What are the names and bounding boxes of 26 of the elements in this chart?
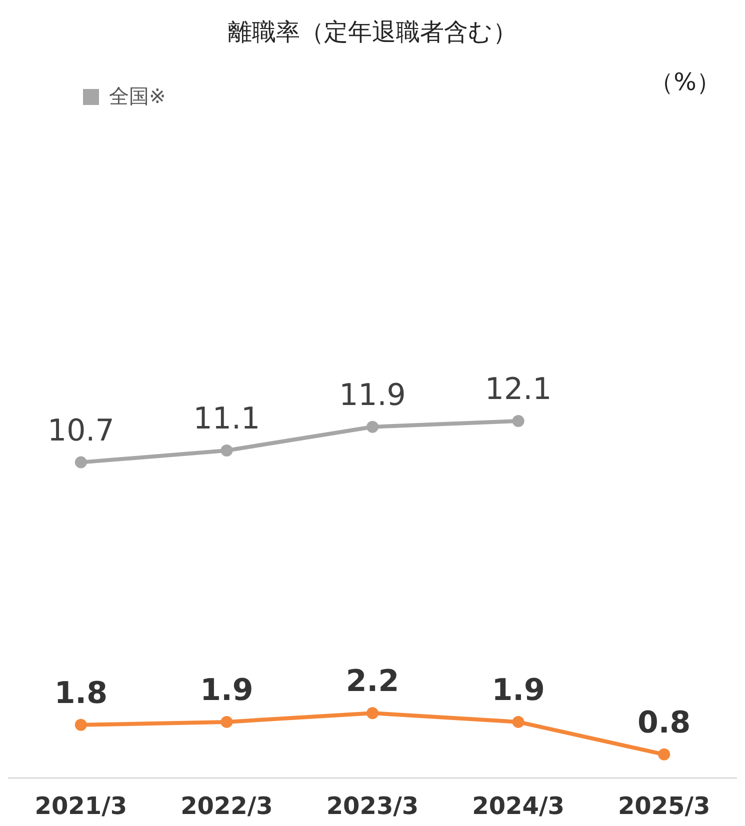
point (512, 415, 524, 427)
point (74, 456, 87, 468)
x-tick-label: 2025/3 (618, 792, 710, 820)
x-tick-label: 2024/3 (472, 792, 564, 820)
text: （%） (650, 68, 720, 96)
point (220, 444, 233, 457)
chart-title: 離職率（定年退職者含む） (228, 18, 517, 46)
data-label: 10.7 (48, 413, 114, 448)
x-tick-label: 2022/3 (180, 792, 273, 820)
point (220, 716, 233, 728)
data-label: 2.2 (346, 664, 400, 700)
data-label: 1.8 (54, 676, 108, 711)
legend-label: 全国※ (109, 84, 166, 108)
point (366, 420, 378, 433)
data-label: 11.9 (339, 378, 406, 413)
x-tick-label: 2021/3 (34, 792, 128, 820)
x-tick-label: 2023/3 (326, 792, 419, 820)
data-label: 1.9 (492, 672, 545, 708)
point (74, 718, 87, 731)
data-label: 12.1 (484, 372, 552, 407)
point (366, 707, 378, 720)
data-label: 1.9 (200, 672, 254, 708)
point (658, 748, 670, 760)
point (512, 716, 524, 728)
data-label: 11.1 (193, 402, 260, 437)
data-label: 0.8 (638, 705, 691, 740)
